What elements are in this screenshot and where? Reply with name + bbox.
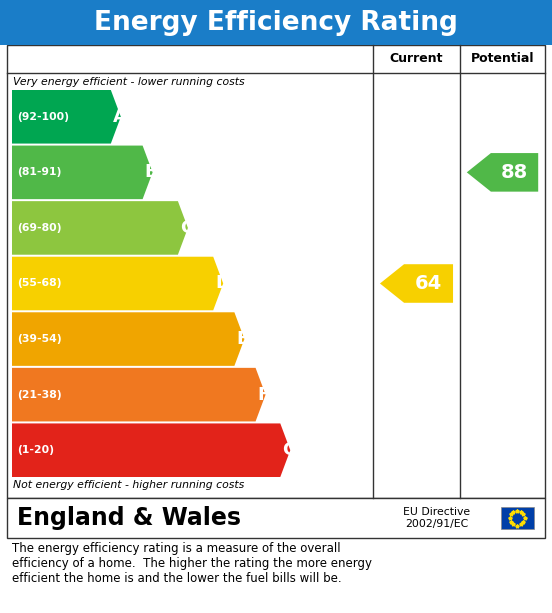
Text: A: A bbox=[113, 108, 127, 126]
Text: Very energy efficient - lower running costs: Very energy efficient - lower running co… bbox=[13, 77, 245, 87]
Text: E: E bbox=[236, 330, 248, 348]
Polygon shape bbox=[380, 264, 453, 303]
Bar bbox=[7, 45, 545, 498]
Text: Potential: Potential bbox=[471, 53, 534, 66]
Polygon shape bbox=[467, 153, 538, 192]
Text: G: G bbox=[282, 441, 297, 459]
Polygon shape bbox=[12, 145, 152, 199]
Text: (21-38): (21-38) bbox=[17, 390, 62, 400]
Polygon shape bbox=[12, 312, 245, 366]
Text: England & Wales: England & Wales bbox=[17, 506, 241, 530]
Text: Not energy efficient - higher running costs: Not energy efficient - higher running co… bbox=[13, 480, 244, 490]
Text: (39-54): (39-54) bbox=[17, 334, 62, 344]
Text: EU Directive
2002/91/EC: EU Directive 2002/91/EC bbox=[403, 507, 470, 529]
Text: (1-20): (1-20) bbox=[17, 445, 54, 455]
Text: (55-68): (55-68) bbox=[17, 278, 61, 289]
Polygon shape bbox=[12, 90, 121, 143]
Text: Current: Current bbox=[390, 53, 443, 66]
Text: The energy efficiency rating is a measure of the overall
efficiency of a home.  : The energy efficiency rating is a measur… bbox=[12, 542, 372, 585]
Text: (69-80): (69-80) bbox=[17, 223, 61, 233]
Polygon shape bbox=[12, 368, 266, 421]
Bar bbox=[0, 0, 552, 45]
Polygon shape bbox=[12, 257, 223, 310]
Bar bbox=[501, 507, 533, 529]
Text: (81-91): (81-91) bbox=[17, 167, 61, 177]
Text: (92-100): (92-100) bbox=[17, 112, 69, 122]
Polygon shape bbox=[12, 424, 290, 477]
Text: C: C bbox=[180, 219, 193, 237]
Text: Energy Efficiency Rating: Energy Efficiency Rating bbox=[94, 9, 458, 36]
Text: D: D bbox=[215, 275, 230, 292]
Text: B: B bbox=[145, 163, 158, 181]
Text: 64: 64 bbox=[415, 274, 442, 293]
Text: F: F bbox=[258, 386, 270, 403]
Bar bbox=[7, 498, 545, 538]
Text: 88: 88 bbox=[501, 163, 528, 182]
Polygon shape bbox=[12, 201, 188, 255]
